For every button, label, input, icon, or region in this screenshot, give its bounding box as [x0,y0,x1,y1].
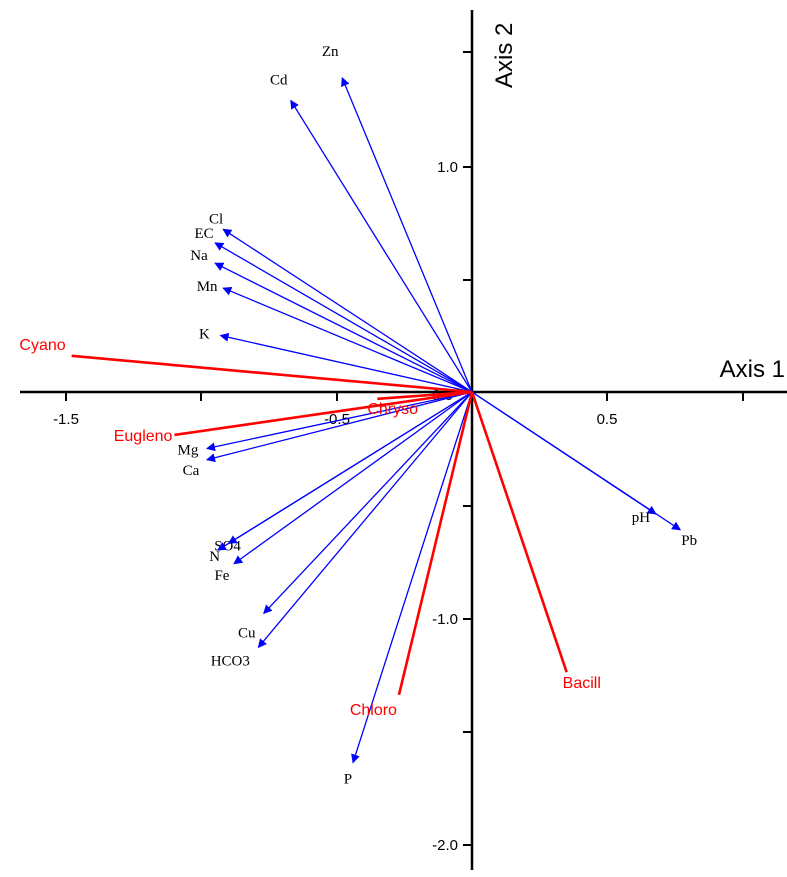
y-tick-label: -1.0 [432,611,458,628]
species-vector-bacill [470,391,568,673]
env-vector-mn [222,287,473,393]
env-label-hco3: HCO3 [211,653,250,669]
species-label-eugleno: Eugleno [114,428,173,445]
y-tick-label: -2.0 [432,837,458,854]
env-vector-n [216,391,473,551]
y-tick-label: 1.0 [437,159,458,176]
env-vector-cu [263,391,473,615]
species-vector-eugleno [174,390,473,437]
x-axis-title: Axis 1 [720,356,785,383]
env-label-p: P [344,772,352,788]
env-vector-ca [206,391,473,463]
env-label-ca: Ca [183,463,200,479]
env-vector-ec [214,242,473,393]
env-vector-zn [341,77,473,393]
env-label-k: K [199,327,210,343]
env-label-mg: Mg [177,443,198,459]
env-vector-na [214,262,473,393]
species-label-chloro: Chloro [350,702,397,719]
env-vector-mg [206,391,473,452]
x-tick-label: -0.5 [324,411,350,428]
env-label-ph: pH [632,510,651,526]
env-label-mn: Mn [197,279,218,295]
species-vector-chloro [397,391,474,696]
y-axis-title: Axis 2 [491,23,518,88]
env-label-pb: Pb [681,533,697,549]
env-vector-k [219,332,473,393]
env-vector-pb [471,391,682,531]
axes: -1.5 -0.5 0.5 1.0 -1.0 -2.0 0.0 Axis 1 A… [20,10,787,870]
x-tick-label: 0.5 [597,411,618,428]
x-tick-label: -1.5 [53,411,79,428]
env-vector-p [351,391,473,764]
env-label-fe: Fe [214,568,229,584]
env-label-cu: Cu [238,625,256,641]
species-label-cyano: Cyano [19,337,65,354]
species-vector-cyano [71,354,473,394]
env-vector-cd [290,99,473,393]
species-label-chryso: Chryso [367,401,418,418]
env-label-zn: Zn [322,44,339,60]
species-vectors: Cyano Eugleno Chryso Chloro Bacill [19,337,600,719]
env-label-ec: EC [194,226,213,242]
env-label-na: Na [190,248,208,264]
env-vector-cl [222,228,473,393]
species-label-bacill: Bacill [563,675,601,692]
env-vector-fe [233,391,473,565]
env-label-n: N [209,549,220,565]
species-vector-chryso [377,390,473,401]
env-label-cd: Cd [270,72,288,88]
env-label-cl: Cl [209,211,223,227]
env-vector-hco3 [257,391,473,649]
